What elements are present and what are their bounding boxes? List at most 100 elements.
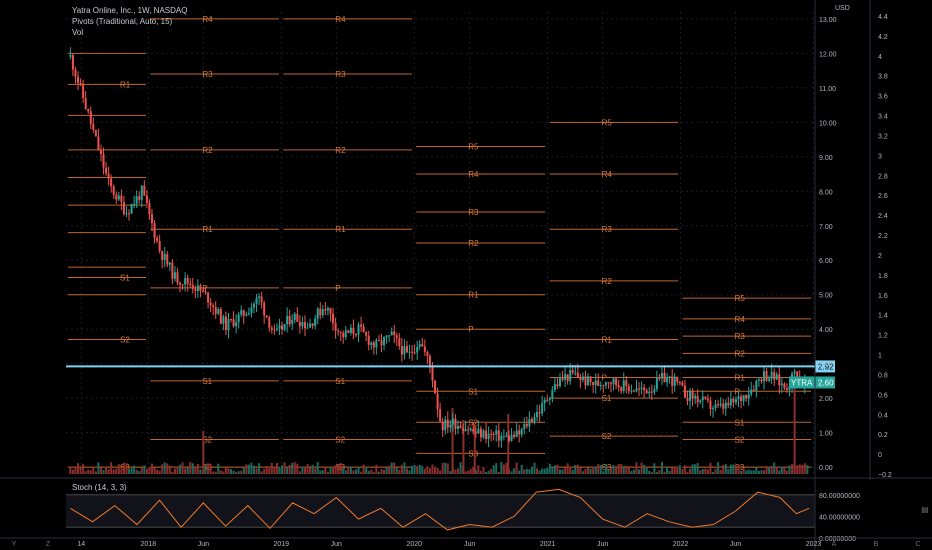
candle-body [479, 428, 482, 438]
secondary-tick-label: 2.2 [878, 233, 888, 240]
candle-body [212, 305, 215, 307]
volume-bar [706, 469, 709, 474]
candle-body [393, 331, 396, 336]
candle-body [747, 394, 750, 399]
volume-bar [444, 462, 447, 474]
pivot-label: P [602, 373, 607, 382]
volume-bar [388, 465, 391, 474]
candle-body [638, 388, 641, 390]
volume-bar [612, 465, 615, 474]
pivots-indicator-label[interactable]: Pivots (Traditional, Auto, 15) [72, 17, 173, 26]
volume-bar [530, 466, 533, 474]
volume-bar [255, 468, 258, 474]
candle-body [128, 213, 131, 215]
pivot-label: R2 [335, 146, 346, 155]
candle-body [82, 83, 85, 98]
volume-bar [179, 464, 182, 474]
volume-bar [390, 462, 393, 474]
volume-bar [235, 471, 238, 474]
candle-body [255, 298, 258, 305]
volume-bar [82, 464, 85, 474]
time-tick-label: Jun [597, 541, 608, 548]
candle-body [69, 55, 72, 57]
candle-body [727, 402, 730, 406]
candle-body [349, 327, 352, 333]
candle-body [502, 436, 505, 438]
candle-body [592, 382, 595, 386]
candle-body [482, 430, 485, 438]
candle-body [620, 387, 623, 392]
volume-bar [365, 466, 368, 474]
side-scale-icon[interactable]: ▤ [921, 505, 929, 514]
candle-body [301, 322, 304, 327]
candle-body [487, 433, 490, 440]
volume-bar [722, 464, 725, 474]
secondary-tick-label: 0 [878, 452, 882, 459]
volume-bar [153, 467, 156, 474]
candle-body [536, 412, 539, 418]
volume-bar [490, 468, 493, 474]
volume-bar [375, 464, 378, 474]
volume-bar [352, 470, 355, 474]
secondary-tick-label: 0.2 [878, 432, 888, 439]
candle-body [296, 313, 299, 322]
volume-bar [599, 464, 602, 474]
secondary-tick-label: 3.6 [878, 94, 888, 101]
candle-body [189, 283, 192, 286]
candle-body [426, 351, 429, 356]
candle-body [581, 376, 584, 381]
volume-bar [347, 467, 350, 474]
volume-bar [250, 462, 253, 474]
volume-bar [291, 462, 294, 474]
price-tick-label: 3.00 [819, 362, 833, 369]
pivot-label: R3 [468, 208, 479, 217]
volume-bar [515, 462, 518, 474]
volume-bar [143, 465, 146, 474]
candle-body [286, 315, 289, 325]
volume-bar [732, 464, 735, 474]
candle-body [370, 342, 373, 345]
secondary-tick-label: 4.4 [878, 14, 888, 21]
stoch-tick-label: 40.00000000 [819, 514, 860, 521]
volume-bar [441, 462, 444, 474]
candle-body [714, 404, 717, 409]
candle-body [745, 395, 748, 399]
candle-body [762, 371, 765, 382]
volume-bar [566, 463, 569, 474]
candle-body [347, 330, 350, 333]
candle-body [627, 386, 630, 392]
candle-body [734, 399, 737, 403]
volume-bar [418, 464, 421, 474]
candle-body [133, 203, 136, 205]
volume-bar [666, 466, 669, 474]
candle-body [706, 398, 709, 401]
candle-body [354, 334, 357, 336]
volume-indicator-label[interactable]: Vol [72, 28, 84, 37]
volume-bar [337, 464, 340, 474]
secondary-tick-label: 0.8 [878, 372, 888, 379]
volume-bar [84, 471, 87, 474]
volume-bar [332, 468, 335, 474]
candle-body [138, 196, 141, 200]
grid [66, 12, 815, 474]
secondary-tick-label: 0.6 [878, 392, 888, 399]
candle-body [365, 332, 368, 336]
time-tick-label: Jun [730, 541, 741, 548]
candle-body [561, 378, 564, 380]
candle-body [367, 335, 370, 345]
volume-bar [648, 471, 651, 474]
volume-bar [757, 470, 760, 474]
volume-bar [360, 471, 363, 474]
volume-bar [186, 467, 189, 474]
horizontal-line[interactable]: 2.92 YTRA 2.60 [66, 360, 835, 389]
price-tick-label: 6.00 [819, 258, 833, 265]
pivot-label: R1 [735, 373, 746, 382]
candle-body [380, 340, 383, 346]
candle-body [87, 108, 90, 112]
chart-title[interactable]: Yatra Online, Inc., 1W, NASDAQ [72, 6, 188, 15]
candle-body [538, 412, 541, 414]
candle-body [105, 167, 108, 174]
candle-body [658, 377, 661, 379]
pivot-label: R3 [735, 332, 746, 341]
